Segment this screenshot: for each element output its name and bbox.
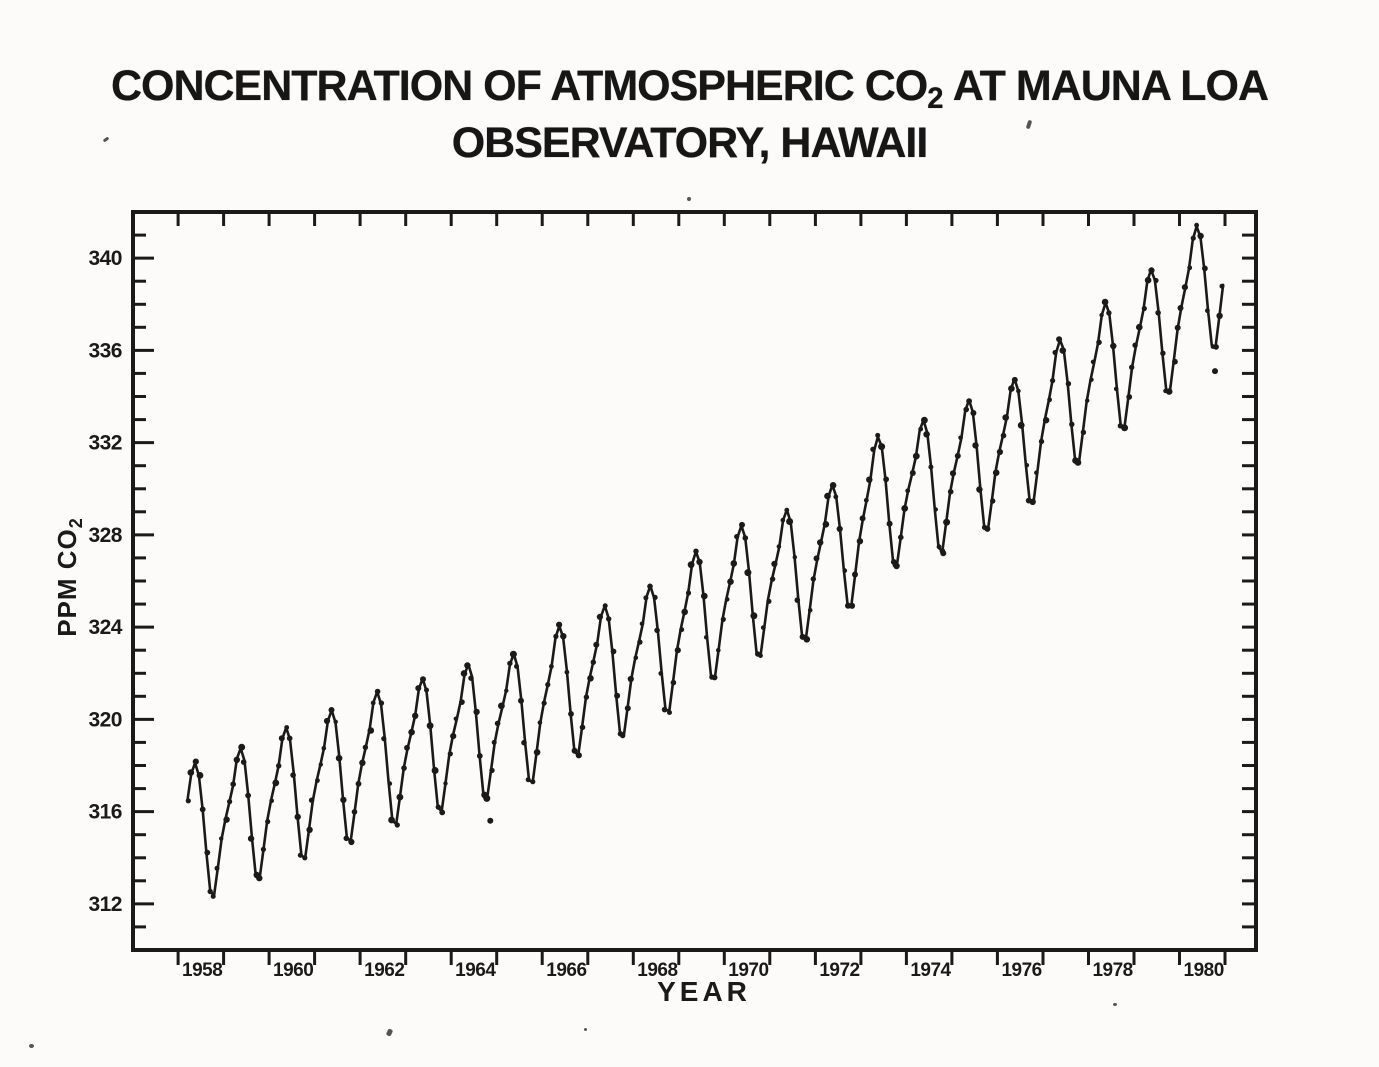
y-axis-ticks (133, 233, 1256, 929)
scan-speck (687, 197, 691, 201)
y-axis-title: PPM CO2 (52, 517, 86, 637)
svg-text:336: 336 (88, 339, 122, 362)
x-axis-labels: 1958 1960 1962 1964 1966 1968 1970 1972 1974 1976… (182, 960, 1224, 981)
co2-curve (186, 225, 1225, 897)
chart-title-text: CONCENTRATION OF ATMOSPHERIC CO (110, 62, 928, 110)
svg-text:312: 312 (88, 893, 122, 916)
svg-text:328: 328 (88, 524, 122, 547)
chart-title: CONCENTRATION OF ATMOSPHERIC CO2 AT MAUN… (0, 58, 1379, 172)
svg-text:1966: 1966 (546, 960, 586, 981)
svg-text:320: 320 (88, 708, 122, 731)
y-axis-labels: 312 316 320 324 328 332 336 340 (88, 247, 123, 916)
svg-text:1968: 1968 (637, 960, 677, 981)
chart-title-text: AT MAUNA LOA (943, 62, 1269, 110)
co2-subscript: 2 (927, 82, 944, 115)
svg-text:332: 332 (88, 432, 122, 455)
svg-text:1958: 1958 (182, 960, 222, 981)
svg-text:1976: 1976 (1001, 960, 1041, 981)
svg-text:1980: 1980 (1184, 960, 1224, 981)
svg-text:1964: 1964 (455, 960, 496, 981)
x-axis-title: YEAR (657, 976, 751, 1007)
svg-text:1962: 1962 (364, 960, 404, 981)
scan-speck (1113, 1003, 1117, 1006)
outlier-points (487, 368, 1218, 824)
svg-text:1978: 1978 (1092, 960, 1132, 981)
plot-frame (131, 210, 1258, 952)
data-points (185, 222, 1225, 899)
scan-speck (584, 1028, 587, 1031)
svg-text:316: 316 (88, 801, 122, 824)
svg-text:340: 340 (88, 247, 122, 270)
svg-text:1972: 1972 (819, 960, 859, 981)
svg-text:324: 324 (88, 616, 122, 639)
svg-text:1974: 1974 (910, 960, 951, 981)
svg-text:1960: 1960 (273, 960, 313, 981)
chart-title-line2: OBSERVATORY, HAWAII (451, 118, 929, 167)
svg-text:1970: 1970 (728, 960, 768, 981)
x-axis-ticks (176, 212, 1227, 965)
chart-title-line1: CONCENTRATION OF ATMOSPHERIC CO2 AT MAUN… (0, 58, 1379, 115)
scan-speck (29, 1044, 34, 1048)
